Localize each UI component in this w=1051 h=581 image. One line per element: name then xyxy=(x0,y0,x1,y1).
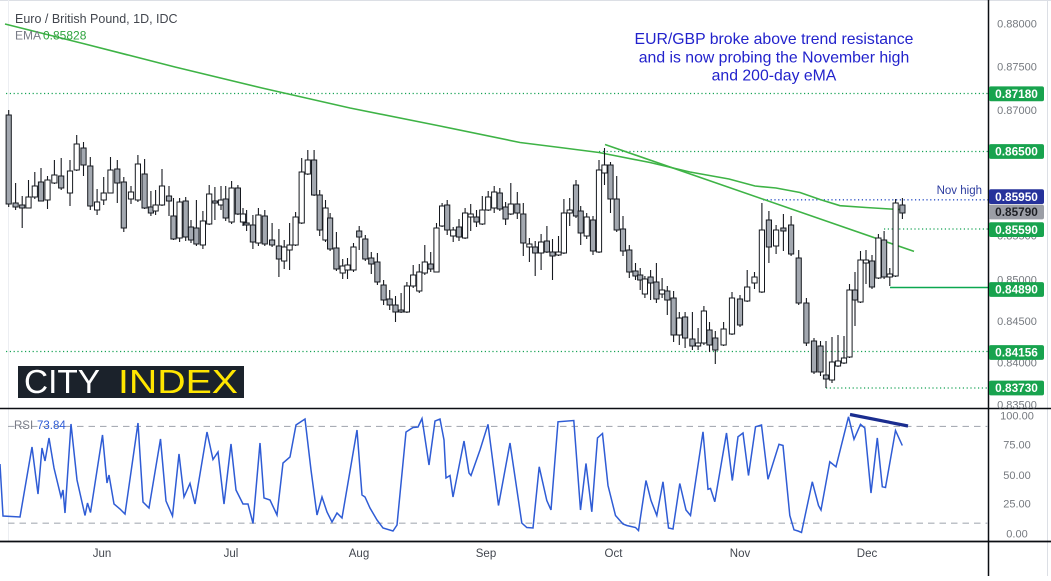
svg-text:EUR/GBP broke above trend resi: EUR/GBP broke above trend resistance xyxy=(635,31,914,48)
svg-text:100.00: 100.00 xyxy=(1000,410,1034,422)
svg-text:RSI: RSI xyxy=(14,420,33,432)
svg-text:0.86500: 0.86500 xyxy=(995,145,1038,159)
svg-text:0.85828: 0.85828 xyxy=(43,29,87,43)
svg-text:and 200-day eMA: and 200-day eMA xyxy=(712,68,837,85)
svg-text:0.84500: 0.84500 xyxy=(997,316,1037,328)
svg-text:50.00: 50.00 xyxy=(1003,470,1031,482)
svg-text:Euro / British Pound, 1D, IDC: Euro / British Pound, 1D, IDC xyxy=(15,12,178,26)
svg-text:Dec: Dec xyxy=(857,548,878,560)
svg-text:0.84156: 0.84156 xyxy=(995,346,1038,360)
svg-text:0.87180: 0.87180 xyxy=(995,87,1038,101)
svg-text:0.85790: 0.85790 xyxy=(995,205,1038,219)
svg-text:25.00: 25.00 xyxy=(1003,499,1031,511)
svg-text:CITY: CITY xyxy=(24,363,100,400)
svg-text:EMA: EMA xyxy=(15,29,41,43)
svg-text:0.88000: 0.88000 xyxy=(997,18,1037,30)
svg-text:0.83730: 0.83730 xyxy=(995,381,1038,395)
svg-text:Jul: Jul xyxy=(224,548,239,560)
svg-text:Aug: Aug xyxy=(349,548,369,560)
svg-text:INDEX: INDEX xyxy=(118,363,238,400)
svg-text:0.85590: 0.85590 xyxy=(995,223,1038,237)
svg-text:Sep: Sep xyxy=(476,548,496,560)
svg-text:Nov high: Nov high xyxy=(937,185,982,197)
svg-text:and is now probing the Novembe: and is now probing the November high xyxy=(639,49,909,66)
svg-text:0.83500: 0.83500 xyxy=(997,400,1037,412)
svg-text:73.84: 73.84 xyxy=(37,420,66,432)
svg-text:0.87500: 0.87500 xyxy=(997,62,1037,74)
svg-text:Oct: Oct xyxy=(605,548,624,560)
svg-text:0.84890: 0.84890 xyxy=(995,283,1038,297)
svg-text:75.00: 75.00 xyxy=(1003,440,1031,452)
svg-text:0.84000: 0.84000 xyxy=(997,358,1037,370)
svg-text:0.00: 0.00 xyxy=(1006,528,1027,540)
svg-text:0.87000: 0.87000 xyxy=(997,105,1037,117)
svg-text:Nov: Nov xyxy=(730,548,751,560)
svg-text:0.85950: 0.85950 xyxy=(995,190,1038,204)
svg-text:Jun: Jun xyxy=(93,548,112,560)
